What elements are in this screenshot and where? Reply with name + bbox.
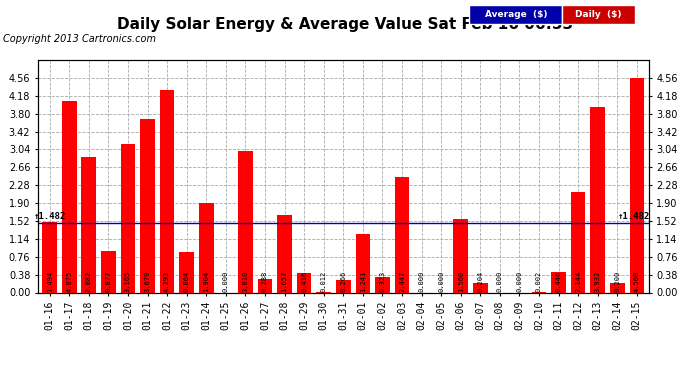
Text: Daily  ($): Daily ($) [575,10,622,19]
Text: 0.012: 0.012 [321,271,326,292]
Bar [297,273,311,292]
Bar [238,151,253,292]
Text: Average  ($): Average ($) [484,10,547,19]
Bar [199,203,214,292]
Text: 1.494: 1.494 [47,271,52,292]
Bar [140,119,155,292]
Text: 0.416: 0.416 [301,271,307,292]
Text: 0.000: 0.000 [419,271,424,292]
Text: 1.904: 1.904 [204,271,209,292]
Text: 3.932: 3.932 [595,271,601,292]
Bar [453,219,468,292]
Text: 0.000: 0.000 [497,271,503,292]
Bar [375,277,390,292]
Text: 2.447: 2.447 [399,271,405,292]
Text: 0.877: 0.877 [106,271,111,292]
Text: 0.864: 0.864 [184,271,190,292]
Text: 4.560: 4.560 [634,271,640,292]
Text: 0.323: 0.323 [380,271,386,292]
Text: 3.679: 3.679 [144,271,150,292]
Bar [277,214,292,292]
Text: ↑1.482: ↑1.482 [34,212,66,221]
Bar [629,78,644,292]
Text: 4.293: 4.293 [164,271,170,292]
Text: 0.288: 0.288 [262,271,268,292]
Bar [395,177,409,292]
Text: 0.204: 0.204 [477,271,483,292]
Bar [101,251,116,292]
Text: Copyright 2013 Cartronics.com: Copyright 2013 Cartronics.com [3,34,157,44]
Bar [160,90,175,292]
Text: 2.882: 2.882 [86,271,92,292]
Bar [42,222,57,292]
Bar [591,108,605,292]
Text: 0.200: 0.200 [614,271,620,292]
Bar [610,283,624,292]
Text: Daily Solar Energy & Average Value Sat Feb 16 06:53: Daily Solar Energy & Average Value Sat F… [117,17,573,32]
Text: 1.560: 1.560 [457,271,464,292]
Text: 3.010: 3.010 [242,271,248,292]
Text: 4.075: 4.075 [66,271,72,292]
Bar [179,252,194,292]
Bar [121,144,135,292]
Text: 2.144: 2.144 [575,271,581,292]
Text: 1.657: 1.657 [282,271,288,292]
Text: 0.000: 0.000 [223,271,229,292]
Bar [336,280,351,292]
Text: 0.266: 0.266 [340,271,346,292]
Bar [473,283,488,292]
Bar [81,157,96,292]
Text: 0.000: 0.000 [438,271,444,292]
Text: 0.446: 0.446 [555,271,562,292]
Text: ↑1.482: ↑1.482 [618,212,651,221]
Text: 3.165: 3.165 [125,271,131,292]
Text: 0.000: 0.000 [516,271,522,292]
Bar [257,279,273,292]
Bar [62,101,77,292]
Text: 1.241: 1.241 [360,271,366,292]
Text: 0.002: 0.002 [536,271,542,292]
Bar [355,234,371,292]
Bar [571,192,586,292]
Bar [551,272,566,292]
